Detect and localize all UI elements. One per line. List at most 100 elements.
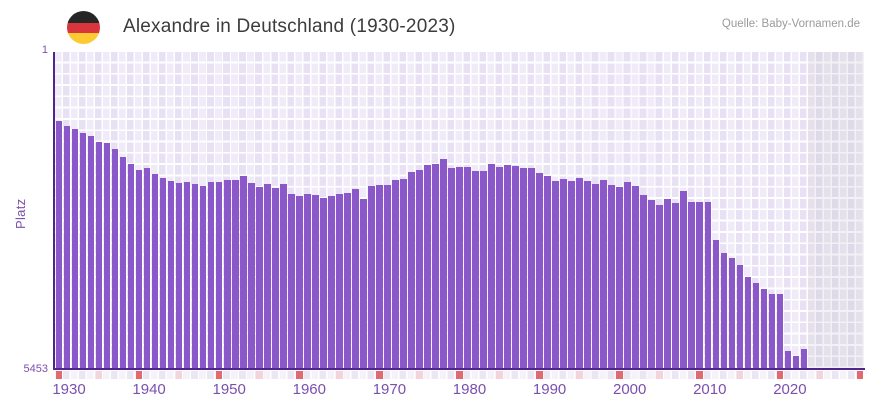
bar-2002[interactable] xyxy=(632,185,639,368)
bar-1930[interactable] xyxy=(55,120,63,368)
half-decade-marker-1955 xyxy=(255,371,263,379)
bar-1942[interactable] xyxy=(151,173,159,368)
bar-1968[interactable] xyxy=(360,198,367,368)
bar-2004[interactable] xyxy=(648,200,656,368)
bar-1975[interactable] xyxy=(416,169,423,368)
bar-1937[interactable] xyxy=(111,148,119,368)
bar-1940[interactable] xyxy=(135,170,143,368)
bar-2006[interactable] xyxy=(664,199,672,368)
bar-1997[interactable] xyxy=(592,183,599,368)
bar-1941[interactable] xyxy=(143,167,151,368)
bar-1989[interactable] xyxy=(528,168,535,368)
bar-1967[interactable] xyxy=(352,189,359,368)
x-tick-label-2010: 2010 xyxy=(693,381,727,398)
bar-2021[interactable] xyxy=(784,351,792,368)
bar-1979[interactable] xyxy=(448,167,455,368)
bar-1993[interactable] xyxy=(560,178,567,368)
bar-2014[interactable] xyxy=(728,258,736,368)
bar-2005[interactable] xyxy=(656,204,664,368)
bar-1977[interactable] xyxy=(432,164,439,368)
bar-1948[interactable] xyxy=(199,186,207,368)
bar-2020[interactable] xyxy=(776,293,784,368)
bar-1998[interactable] xyxy=(600,180,607,368)
bar-2009[interactable] xyxy=(688,201,696,368)
bar-1961[interactable] xyxy=(304,193,311,368)
bar-1973[interactable] xyxy=(400,178,407,368)
bar-1963[interactable] xyxy=(320,198,327,368)
bar-1959[interactable] xyxy=(287,194,295,368)
bar-1969[interactable] xyxy=(368,185,375,368)
bar-2017[interactable] xyxy=(752,282,760,368)
bar-1965[interactable] xyxy=(336,193,343,368)
bar-1951[interactable] xyxy=(223,180,231,368)
bar-1938[interactable] xyxy=(119,156,127,368)
bar-2022[interactable] xyxy=(792,355,800,368)
bar-1982[interactable] xyxy=(472,170,479,368)
bar-2015[interactable] xyxy=(736,264,744,368)
bar-1953[interactable] xyxy=(239,175,247,368)
bar-1950[interactable] xyxy=(215,182,223,368)
bar-1934[interactable] xyxy=(87,135,95,368)
bar-1980[interactable] xyxy=(456,167,463,368)
bar-1954[interactable] xyxy=(247,182,255,368)
bar-1955[interactable] xyxy=(255,186,263,368)
bar-1931[interactable] xyxy=(63,125,71,368)
bar-1994[interactable] xyxy=(568,181,575,368)
bar-1946[interactable] xyxy=(183,182,191,368)
bar-1936[interactable] xyxy=(103,142,111,368)
bar-2018[interactable] xyxy=(760,289,768,368)
bar-1966[interactable] xyxy=(344,192,351,368)
bar-1978[interactable] xyxy=(440,158,447,368)
bar-1990[interactable] xyxy=(536,173,543,368)
bar-1984[interactable] xyxy=(488,163,495,368)
x-axis-tick-strip xyxy=(55,371,864,379)
bar-1992[interactable] xyxy=(552,180,559,368)
bar-1964[interactable] xyxy=(328,196,335,368)
bar-1949[interactable] xyxy=(207,182,215,368)
decade-marker-1960 xyxy=(295,371,303,379)
bar-1958[interactable] xyxy=(279,184,287,368)
bar-2013[interactable] xyxy=(720,252,728,368)
bar-2001[interactable] xyxy=(624,182,631,368)
bar-2010[interactable] xyxy=(696,201,704,368)
bar-1944[interactable] xyxy=(167,180,175,368)
bar-2011[interactable] xyxy=(704,201,712,368)
bar-1956[interactable] xyxy=(263,184,271,368)
bar-1974[interactable] xyxy=(408,171,415,368)
bar-1983[interactable] xyxy=(480,170,487,368)
x-tick-label-1970: 1970 xyxy=(372,381,407,398)
bar-2012[interactable] xyxy=(712,240,720,368)
bar-1972[interactable] xyxy=(392,180,399,368)
bar-1962[interactable] xyxy=(312,195,319,368)
bar-1991[interactable] xyxy=(544,175,551,368)
bar-1999[interactable] xyxy=(608,184,615,368)
bar-1932[interactable] xyxy=(71,129,79,368)
bar-1971[interactable] xyxy=(384,184,391,368)
bar-1985[interactable] xyxy=(496,166,503,368)
bar-2019[interactable] xyxy=(768,293,776,368)
bar-2003[interactable] xyxy=(640,194,648,368)
bar-2016[interactable] xyxy=(744,276,752,368)
bar-1935[interactable] xyxy=(95,142,103,368)
bar-1947[interactable] xyxy=(191,184,199,368)
bar-1976[interactable] xyxy=(424,165,431,368)
bar-1981[interactable] xyxy=(464,167,471,368)
bar-2007[interactable] xyxy=(672,203,680,368)
bar-2000[interactable] xyxy=(616,187,623,368)
bar-1986[interactable] xyxy=(504,164,511,368)
bar-1995[interactable] xyxy=(576,178,583,368)
bar-1987[interactable] xyxy=(512,165,519,368)
bar-2023[interactable] xyxy=(800,349,808,368)
bar-1970[interactable] xyxy=(376,184,383,368)
bar-1939[interactable] xyxy=(127,164,135,368)
bar-1988[interactable] xyxy=(520,167,527,368)
bar-1945[interactable] xyxy=(175,182,183,368)
bar-2008[interactable] xyxy=(680,190,688,368)
bar-1960[interactable] xyxy=(295,195,303,368)
bar-1952[interactable] xyxy=(231,180,239,368)
bar-1933[interactable] xyxy=(79,132,87,368)
bar-1996[interactable] xyxy=(584,180,591,368)
bar-1957[interactable] xyxy=(271,187,279,368)
y-axis-line xyxy=(53,52,55,370)
bar-1943[interactable] xyxy=(159,177,167,368)
